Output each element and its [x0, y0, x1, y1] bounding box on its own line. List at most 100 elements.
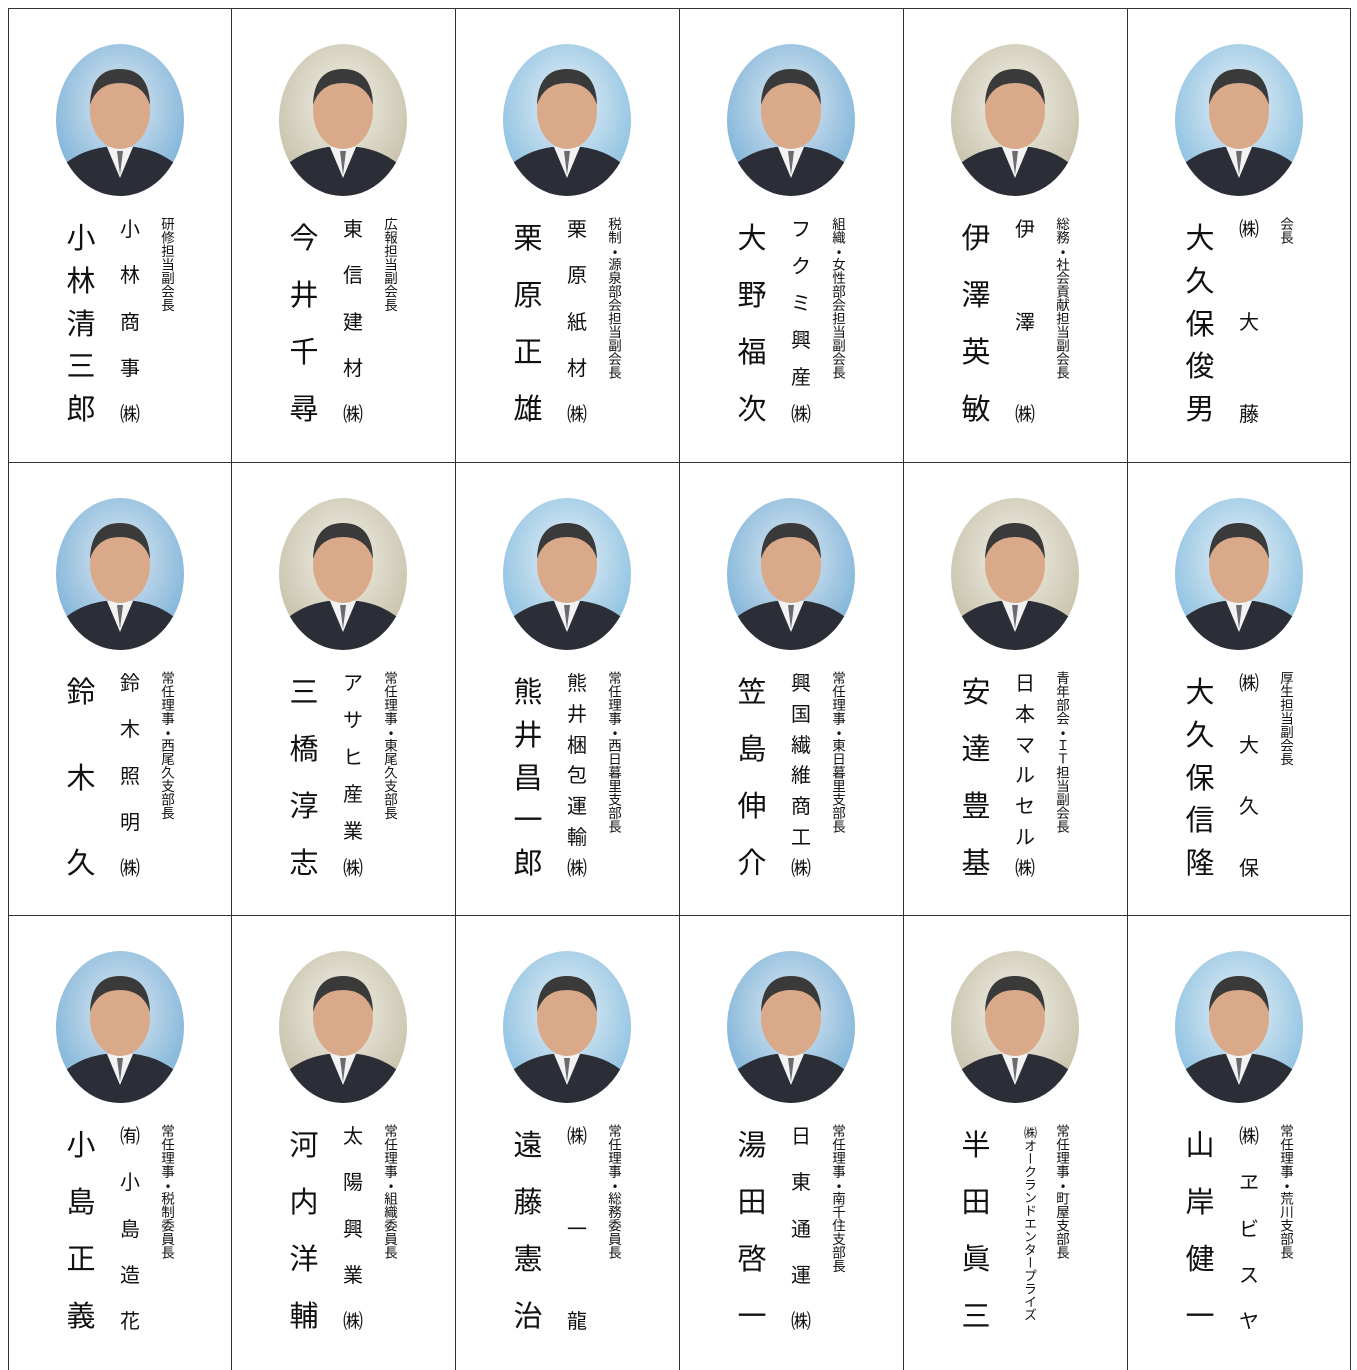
role-title: 研修担当副会長	[158, 217, 174, 312]
person-name: 湯田啓一	[737, 1128, 767, 1333]
role-title: 組織・女性部会担当副会長	[829, 217, 845, 379]
person-card: 安達豊基 日本マルセル㈱ 青年部会・ＩＴ担当副会長	[903, 462, 1127, 915]
role-title: 会長	[1277, 217, 1293, 244]
company-name: 日本マルセル㈱	[1015, 671, 1035, 880]
person-card: 小林清三郎 小林商事㈱ 研修担当副会長	[8, 8, 231, 462]
person-card: 笠島伸介 興国繊維商工㈱ 常任理事・東日暮里支部長	[679, 462, 903, 915]
person-card: 三橋淳志 アサヒ産業㈱ 常任理事・東尾久支部長	[231, 462, 455, 915]
portrait-oval	[56, 951, 184, 1103]
portrait-oval	[727, 951, 855, 1103]
portrait-oval	[503, 498, 631, 650]
portrait	[1174, 497, 1304, 655]
company-name: 鈴木照明㈱	[120, 671, 140, 880]
role-title: 常任理事・南千住支部長	[829, 1124, 845, 1273]
person-name: 半田眞三	[961, 1128, 991, 1333]
person-name: 大野福次	[737, 221, 767, 426]
role-title: 常任理事・町屋支部長	[1053, 1124, 1069, 1259]
portrait-oval	[56, 498, 184, 650]
portrait	[278, 497, 408, 655]
person-name: 大久保俊男	[1185, 221, 1215, 426]
person-card: 大野福次 フクミ興産㈱ 組織・女性部会担当副会長	[679, 8, 903, 462]
portrait-oval	[1175, 498, 1303, 650]
person-name: 伊澤英敏	[961, 221, 991, 426]
person-card: 大久保俊男 ㈱大藤会長	[1127, 8, 1351, 462]
person-name: 熊井昌一郎	[513, 675, 543, 880]
portrait-oval	[503, 44, 631, 196]
portrait	[1174, 950, 1304, 1108]
role-title: 総務・社会貢献担当副会長	[1053, 217, 1069, 379]
portrait	[950, 43, 1080, 201]
company-name: 栗原紙材㈱	[567, 217, 587, 426]
company-name: 熊井梱包運輸㈱	[567, 671, 587, 880]
role-title: 厚生担当副会長	[1277, 671, 1293, 766]
person-name: 遠藤憲治	[513, 1128, 543, 1333]
portrait	[950, 950, 1080, 1108]
portrait	[502, 950, 632, 1108]
person-name: 小林清三郎	[66, 221, 96, 426]
company-name: ㈱オークランドエンタープライズ	[1021, 1126, 1036, 1321]
portrait	[1174, 43, 1304, 201]
company-name: 東信建材㈱	[343, 217, 363, 426]
portrait	[502, 497, 632, 655]
portrait	[55, 950, 185, 1108]
portrait-oval	[727, 44, 855, 196]
person-name: 今井千尋	[289, 221, 319, 426]
person-card: 栗原正雄 栗原紙材㈱ 税制・源泉部会担当副会長	[455, 8, 679, 462]
person-name: 栗原正雄	[513, 221, 543, 426]
portrait	[55, 497, 185, 655]
company-name: ㈱ヱビスヤ	[1239, 1124, 1259, 1333]
person-name: 鈴木久	[66, 675, 96, 880]
person-card: 鈴木久 鈴木照明㈱ 常任理事・西尾久支部長	[8, 462, 231, 915]
role-title: 常任理事・総務委員長	[605, 1124, 621, 1259]
company-name: ㈱大藤	[1239, 217, 1259, 426]
role-title: 青年部会・ＩＴ担当副会長	[1053, 671, 1069, 833]
role-title: 広報担当副会長	[381, 217, 397, 312]
person-card: 遠藤憲治 ㈱一龍 常任理事・総務委員長	[455, 915, 679, 1370]
portrait-oval	[1175, 951, 1303, 1103]
company-name: ㈱大久保	[1239, 671, 1259, 880]
person-name: 河内洋輔	[289, 1128, 319, 1333]
role-title: 常任理事・西日暮里支部長	[605, 671, 621, 833]
person-card: 今井千尋 東信建材㈱ 広報担当副会長	[231, 8, 455, 462]
portrait-oval	[951, 44, 1079, 196]
company-name: アサヒ産業㈱	[343, 671, 363, 880]
portrait-oval	[503, 951, 631, 1103]
portrait	[726, 950, 856, 1108]
person-card: 小島正義 ㈲小島造花 常任理事・税制委員長	[8, 915, 231, 1370]
portrait-oval	[56, 44, 184, 196]
person-card: 大久保信隆 ㈱大久保 厚生担当副会長	[1127, 462, 1351, 915]
portrait	[950, 497, 1080, 655]
person-name: 小島正義	[66, 1128, 96, 1333]
role-title: 常任理事・荒川支部長	[1277, 1124, 1293, 1259]
person-card: 熊井昌一郎 熊井梱包運輸㈱ 常任理事・西日暮里支部長	[455, 462, 679, 915]
company-name: ㈲小島造花	[120, 1124, 140, 1333]
company-name: 日東通運㈱	[791, 1124, 811, 1333]
person-name: 笠島伸介	[737, 675, 767, 880]
company-name: 興国繊維商工㈱	[791, 671, 811, 880]
person-card: 山岸健一 ㈱ヱビスヤ 常任理事・荒川支部長	[1127, 915, 1351, 1370]
portrait-oval	[279, 498, 407, 650]
person-card: 伊澤英敏 伊澤㈱ 総務・社会貢献担当副会長	[903, 8, 1127, 462]
portrait	[55, 43, 185, 201]
portrait	[278, 950, 408, 1108]
person-name: 安達豊基	[961, 675, 991, 880]
role-title: 常任理事・西尾久支部長	[158, 671, 174, 820]
person-name: 三橋淳志	[289, 675, 319, 880]
role-title: 税制・源泉部会担当副会長	[605, 217, 621, 379]
portrait-oval	[279, 951, 407, 1103]
role-title: 常任理事・税制委員長	[158, 1124, 174, 1259]
portrait-oval	[951, 951, 1079, 1103]
portrait	[726, 43, 856, 201]
company-name: 伊澤㈱	[1015, 217, 1035, 426]
person-name: 大久保信隆	[1185, 675, 1215, 880]
portrait	[502, 43, 632, 201]
person-card: 半田眞三 ㈱オークランドエンタープライズ 常任理事・町屋支部長	[903, 915, 1127, 1370]
portrait-oval	[279, 44, 407, 196]
portrait-oval	[727, 498, 855, 650]
person-name: 山岸健一	[1185, 1128, 1215, 1333]
company-name: フクミ興産㈱	[791, 217, 811, 426]
portrait-oval	[951, 498, 1079, 650]
role-title: 常任理事・東尾久支部長	[381, 671, 397, 820]
person-card: 河内洋輔 太陽興業㈱ 常任理事・組織委員長	[231, 915, 455, 1370]
